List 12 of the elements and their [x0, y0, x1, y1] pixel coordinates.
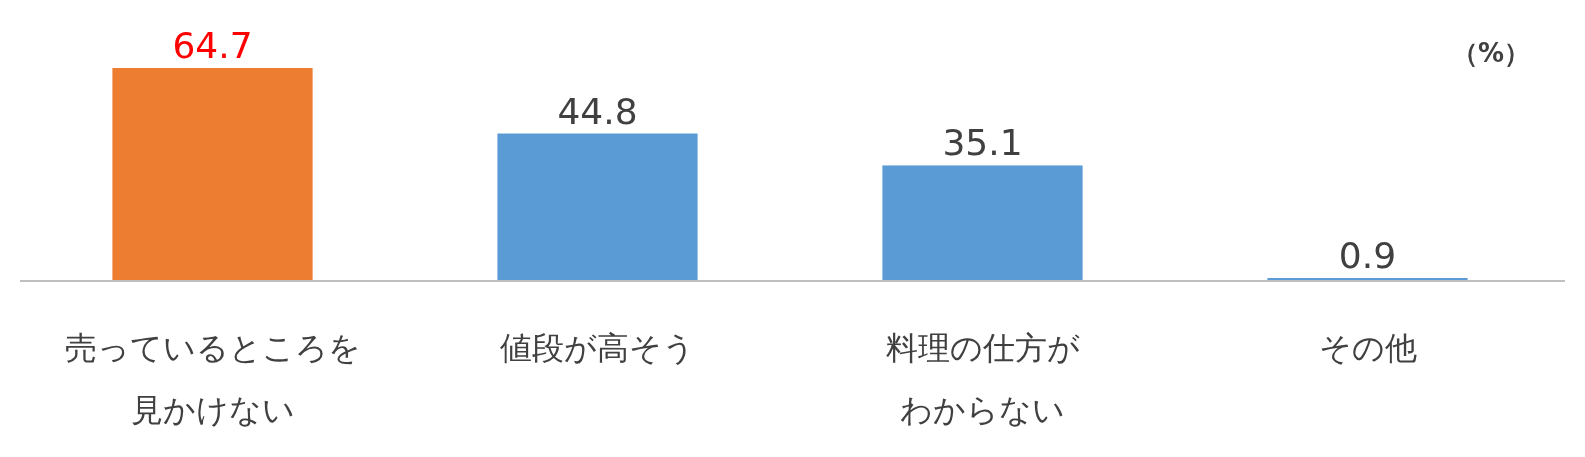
x-tick-label: 料理の仕方がわからない [885, 329, 1080, 429]
x-tick-label: 値段が高そう [500, 329, 695, 367]
data-label: 64.7 [172, 25, 253, 66]
data-label: 44.8 [557, 90, 638, 132]
x-tick-label: その他 [1318, 329, 1417, 367]
data-label: 35.1 [942, 122, 1023, 164]
bar [882, 165, 1083, 281]
bar [112, 68, 313, 281]
data-label: 0.9 [1338, 235, 1397, 277]
y-axis-title: （%） [1451, 38, 1530, 68]
bar [497, 133, 698, 281]
x-tick-label: 売っているところを見かけない [64, 329, 361, 429]
